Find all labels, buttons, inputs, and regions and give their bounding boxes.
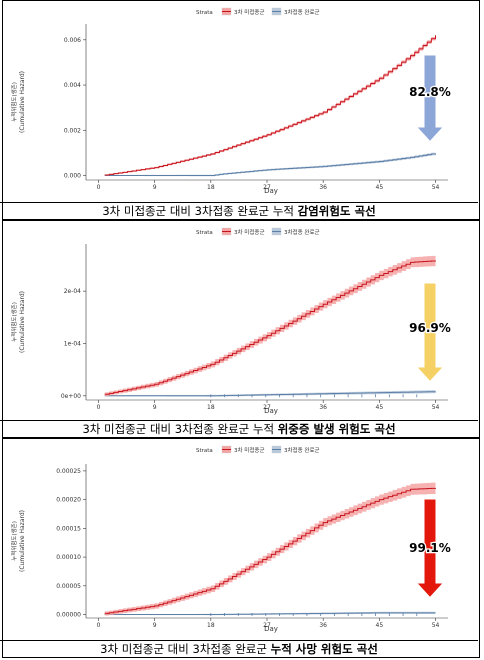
x-tick-label: 54 <box>432 622 440 629</box>
x-tick-label: 0 <box>97 404 101 411</box>
y-tick-label: 0e+00 <box>61 393 81 400</box>
x-tick-label: 9 <box>153 622 157 629</box>
y-tick-label: 0.002 <box>64 127 81 134</box>
y-tick-label: 0.00025 <box>56 468 81 475</box>
x-tick-label: 18 <box>207 404 215 411</box>
series-line <box>104 260 437 395</box>
legend: Strata 3차 미접종군 3차접종 완료군 <box>196 227 320 236</box>
caption-death-plain: 3차 미접종군 대비 3차접종 완료군 <box>100 642 271 656</box>
caption-death-bold: 누적 사망 위험도 곡선 <box>270 642 378 656</box>
y-axis-title-en: (Cumulative Hazard) <box>19 291 26 353</box>
x-tick-label: 27 <box>263 184 271 191</box>
x-tick-label: 0 <box>97 184 101 191</box>
caption-severe-bold: 위중증 발생 위험도 곡선 <box>277 422 396 436</box>
legend: Strata 3차 미접종군 3차접종 완료군 <box>196 7 320 16</box>
legend: Strata 3차 미접종군 3차접종 완료군 <box>196 445 320 454</box>
y-axis-title-en: (Cumulative Hazard) <box>19 510 26 572</box>
x-tick-label: 9 <box>153 184 157 191</box>
y-tick-label: 2e-04 <box>64 288 81 295</box>
chart-infection-svg: Strata 3차 미접종군 3차접종 완료군 0.000 0.002 0.004 0.00… <box>10 7 452 195</box>
caption-severe: 3차 미접종군 대비 3차접종 완료군 누적 위중증 발생 위험도 곡선 <box>0 420 478 437</box>
reduction-percent-label: 99.1% <box>409 541 451 555</box>
x-tick-label: 36 <box>319 404 327 411</box>
caption-death: 3차 미접종군 대비 3차접종 완료군 누적 사망 위험도 곡선 <box>0 640 478 657</box>
x-tick-label: 36 <box>319 622 327 629</box>
chart-severe-svg: Strata 3차 미접종군 3차접종 완료군 0e+00 1e-04 2e-04 0 9 18… <box>10 227 452 415</box>
y-axis-title-ko: 누적위험도(생존) <box>10 82 18 122</box>
chart-death-svg: Strata 3차 미접종군 3차접종 완료군 0.00000 0.00005 0.000… <box>10 445 452 633</box>
series-line <box>104 612 436 616</box>
x-tick-label: 18 <box>207 622 215 629</box>
x-axis-title: Day <box>264 625 278 633</box>
series-band <box>104 482 436 616</box>
series-band <box>104 390 436 397</box>
legend-label-vax: 3차접종 완료군 <box>284 228 320 236</box>
x-tick-label: 27 <box>263 404 271 411</box>
y-tick-label: 0.00000 <box>56 612 81 619</box>
x-tick-label: 45 <box>376 184 384 191</box>
legend-label-unvax: 3차 미접종군 <box>234 8 265 16</box>
caption-infection: 3차 미접종군 대비 3차접종 완료군 누적 감염위험도 곡선 <box>0 202 478 219</box>
legend-label-vax: 3차접종 완료군 <box>284 8 320 16</box>
x-tick-label: 9 <box>153 404 157 411</box>
y-tick-label: 0.006 <box>64 37 81 44</box>
series-line <box>104 487 437 614</box>
caption-infection-plain: 3차 미접종군 대비 3차접종 완료군 누적 <box>102 204 298 218</box>
series-band <box>104 151 436 177</box>
y-tick-label: 0.00020 <box>56 497 81 504</box>
legend-label-vax: 3차접종 완료군 <box>284 446 320 454</box>
x-axis-title: Day <box>264 407 278 415</box>
y-tick-label: 0.00010 <box>56 554 81 561</box>
reduction-percent-label: 96.9% <box>409 321 451 335</box>
legend-title: Strata <box>196 230 213 236</box>
legend-title: Strata <box>196 448 213 454</box>
x-tick-label: 45 <box>376 404 384 411</box>
caption-severe-plain: 3차 미접종군 대비 3차접종 완료군 누적 <box>82 422 278 436</box>
y-tick-label: 0.00015 <box>56 525 81 532</box>
chart-panel-death <box>2 438 480 658</box>
reduction-arrow <box>417 283 443 381</box>
y-tick-label: 1e-04 <box>64 340 81 347</box>
series-line <box>104 35 437 176</box>
x-tick-label: 45 <box>376 622 384 629</box>
y-tick-label: 0.004 <box>64 82 81 89</box>
reduction-percent-label: 82.8% <box>409 85 451 99</box>
x-tick-label: 18 <box>207 184 215 191</box>
x-tick-label: 54 <box>432 404 440 411</box>
series-line <box>104 153 437 176</box>
x-tick-label: 0 <box>97 622 101 629</box>
legend-label-unvax: 3차 미접종군 <box>234 228 265 236</box>
y-tick-label: 0.00005 <box>56 583 81 590</box>
y-tick-label: 0.000 <box>64 172 81 179</box>
x-tick-label: 54 <box>432 184 440 191</box>
reduction-arrow <box>417 55 443 141</box>
reduction-arrow <box>417 499 443 597</box>
legend-label-unvax: 3차 미접종군 <box>234 446 265 454</box>
x-tick-label: 36 <box>319 184 327 191</box>
chart-panel-severe <box>2 220 480 438</box>
y-axis-title-en: (Cumulative Hazard) <box>19 71 26 133</box>
series-band <box>104 33 436 176</box>
y-axis-title-ko: 누적위험도(생존) <box>10 302 18 342</box>
series-line <box>104 391 437 397</box>
x-tick-label: 27 <box>263 622 271 629</box>
caption-infection-bold: 감염위험도 곡선 <box>297 204 376 218</box>
x-axis-title: Day <box>264 187 278 195</box>
legend-title: Strata <box>196 10 213 16</box>
chart-panel-infection <box>2 0 480 220</box>
series-band <box>104 255 436 397</box>
y-axis-title-ko: 누적위험도(생존) <box>10 521 18 561</box>
